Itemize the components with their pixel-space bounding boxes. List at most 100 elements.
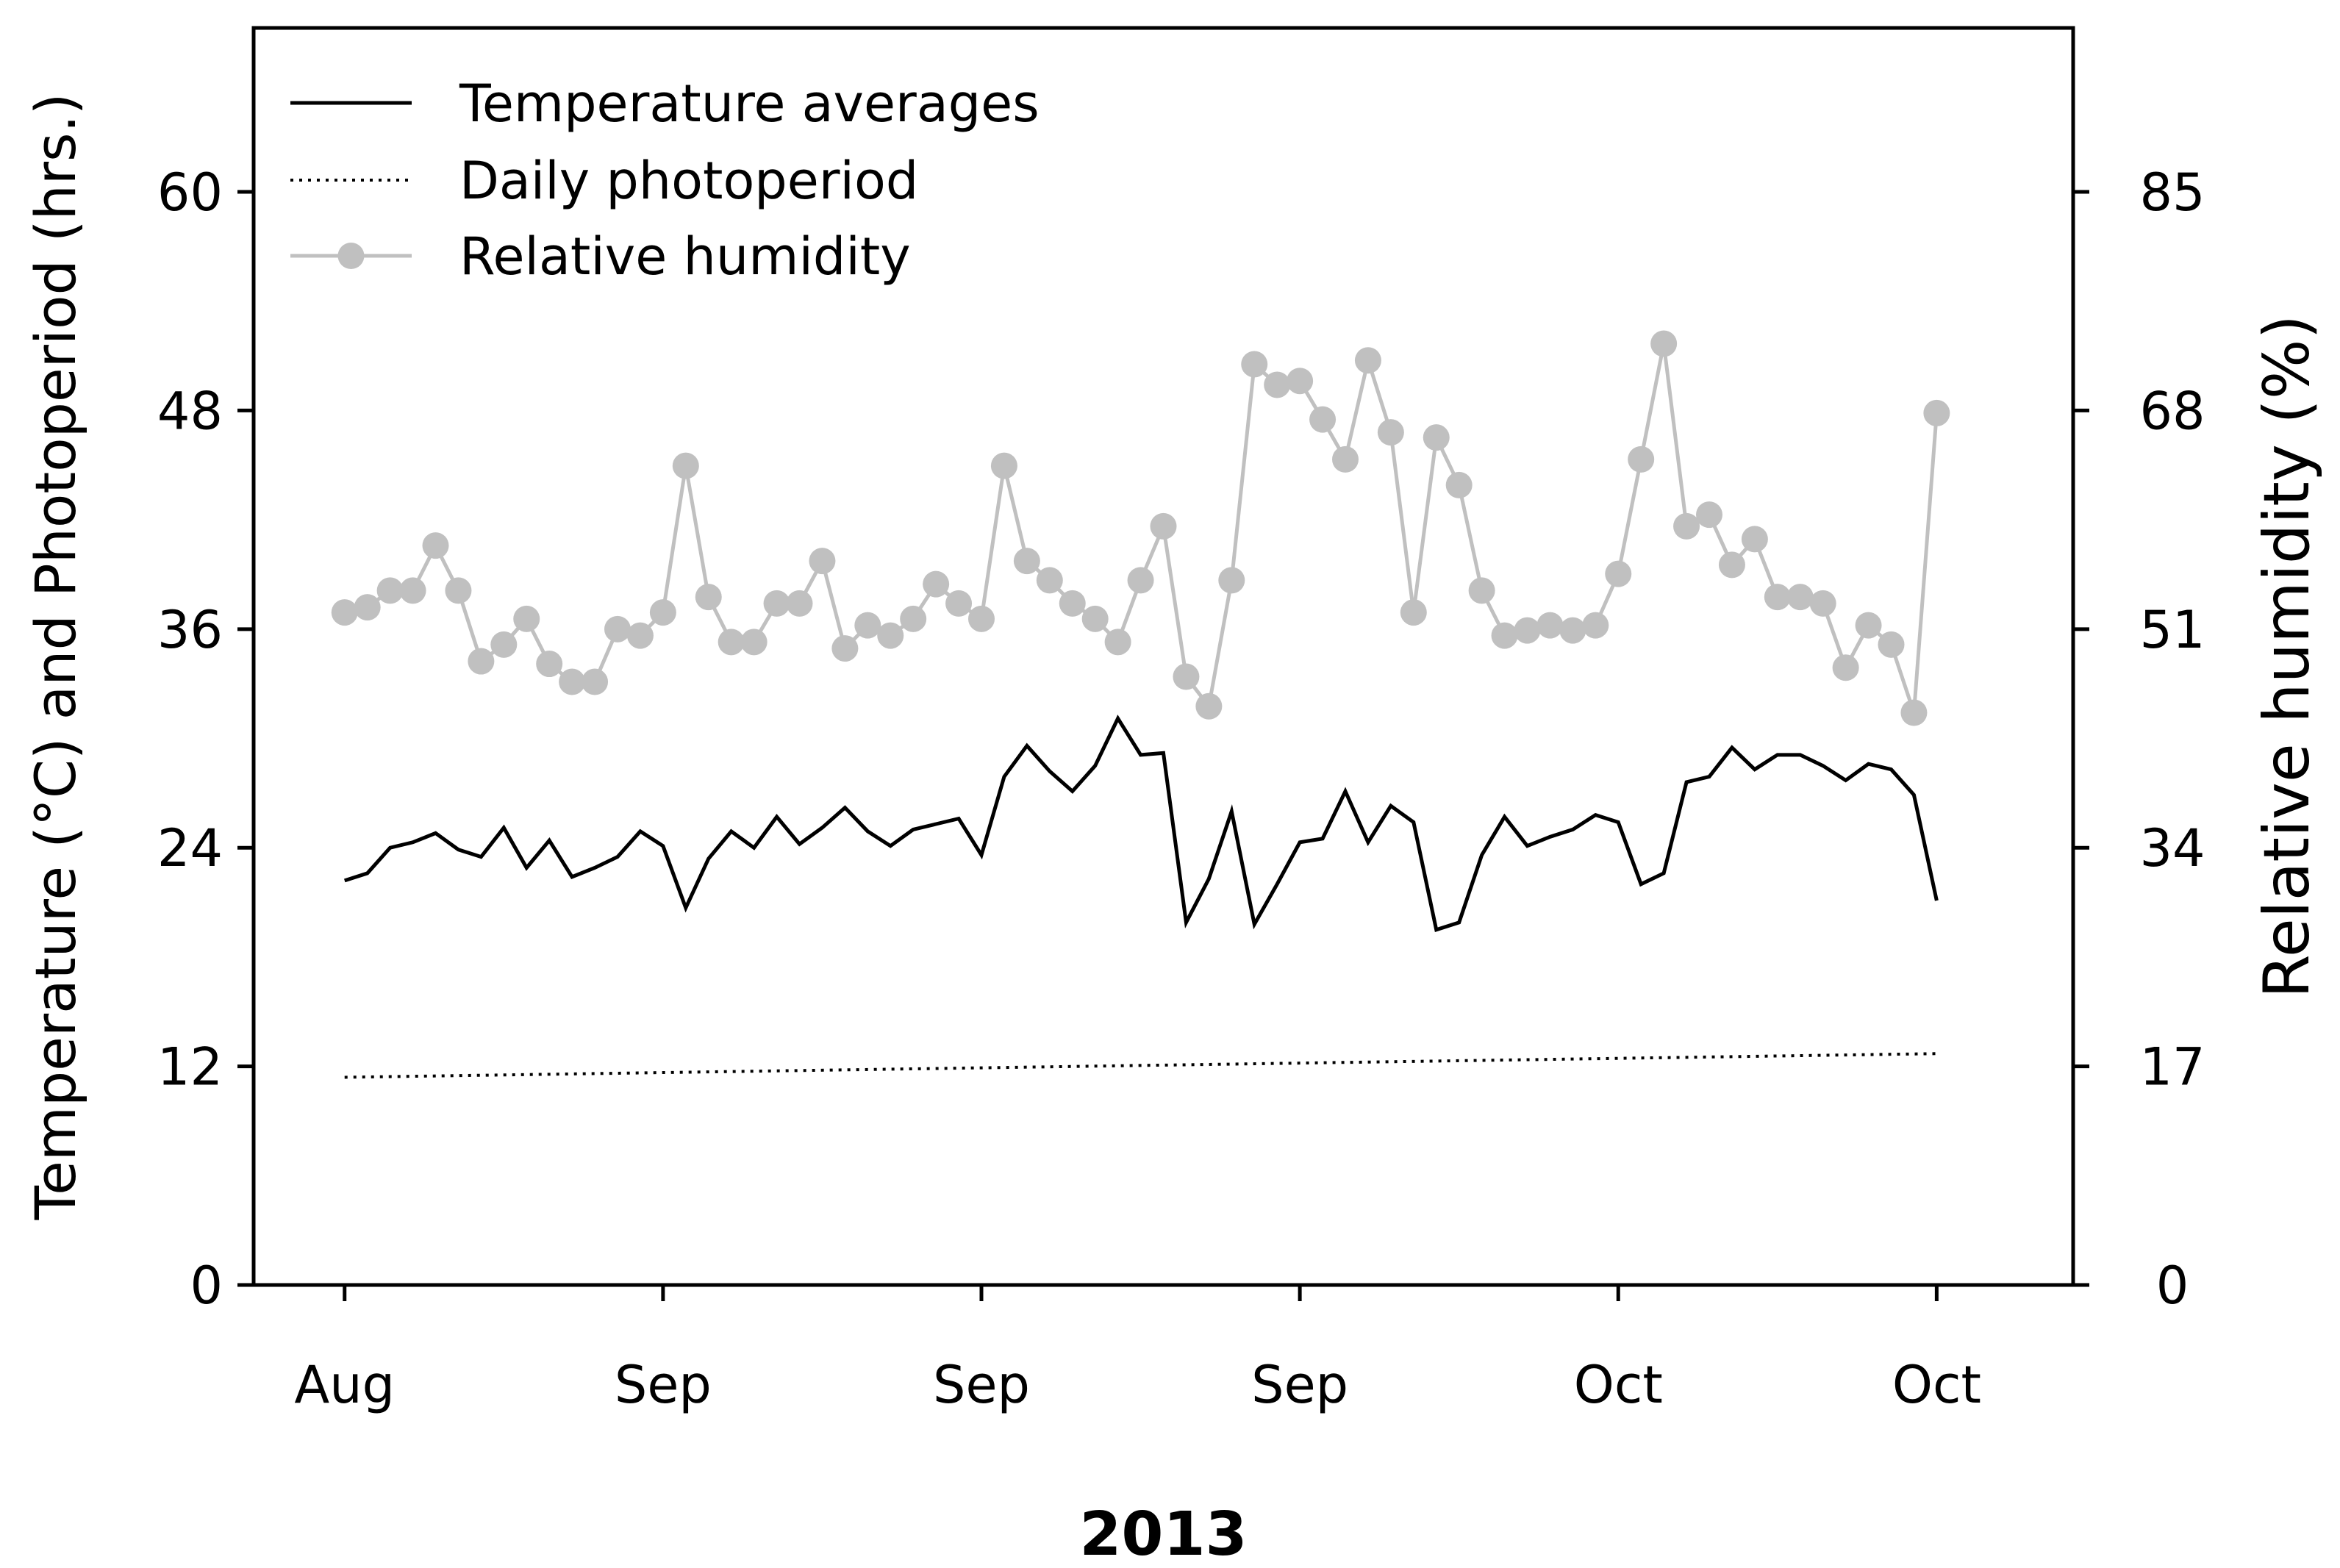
humidity-point — [1559, 617, 1586, 644]
y-right-tick-label: 17 — [2139, 1037, 2205, 1098]
humidity-point — [559, 668, 586, 695]
y-left-tick-label: 48 — [157, 381, 223, 441]
humidity-point — [1605, 560, 1632, 587]
humidity-point — [1309, 406, 1337, 433]
plot-frame — [251, 26, 2075, 1287]
humidity-point — [1332, 445, 1359, 473]
humidity-point — [763, 590, 790, 617]
humidity-point — [786, 590, 813, 617]
x-tick-label: Sep — [615, 1355, 712, 1415]
y-right-tick-label: 68 — [2139, 381, 2205, 441]
humidity-point — [490, 631, 518, 658]
humidity-point — [1764, 584, 1791, 611]
humidity-point — [1195, 692, 1223, 720]
humidity-point — [672, 452, 699, 479]
humidity-point — [809, 548, 836, 575]
humidity-point — [718, 629, 745, 656]
x-axis-title: 2013 — [1079, 1500, 1247, 1568]
humidity-point — [1536, 612, 1564, 639]
y-left-tick-label: 12 — [157, 1037, 223, 1098]
y-left-tick-label: 60 — [157, 162, 223, 223]
humidity-point — [1377, 419, 1404, 446]
humidity-point — [399, 577, 426, 604]
humidity-point — [1832, 654, 1859, 681]
humidity-point — [831, 635, 859, 662]
humidity-point — [1650, 330, 1678, 357]
x-tick-label: Aug — [294, 1355, 395, 1415]
series-layer — [331, 330, 1950, 1079]
humidity-point — [422, 532, 449, 559]
legend-label-humidity: Relative humidity — [459, 226, 911, 287]
humidity-point — [1218, 567, 1245, 594]
x-tick-label: Sep — [1251, 1355, 1348, 1415]
humidity-point — [1036, 567, 1063, 594]
humidity-point — [1150, 512, 1177, 540]
humidity-point — [468, 648, 495, 675]
legend-marker-humidity — [337, 243, 365, 269]
humidity-point — [1628, 445, 1655, 473]
humidity-point — [536, 651, 563, 678]
humidity-point — [1241, 351, 1268, 378]
humidity-point — [877, 622, 904, 649]
humidity-point — [1514, 617, 1541, 644]
y-left-tick-label: 0 — [190, 1256, 223, 1316]
humidity-point — [376, 577, 404, 604]
humidity-point — [354, 594, 381, 621]
y-right-tick-label: 34 — [2139, 818, 2205, 878]
x-tick-label: Oct — [1574, 1355, 1663, 1415]
y-right-tick-label: 85 — [2139, 162, 2205, 223]
humidity-point — [740, 629, 768, 656]
legend-label-temperature: Temperature averages — [459, 74, 1040, 134]
legend-label-photoperiod: Daily photoperiod — [459, 151, 918, 211]
humidity-point — [1264, 371, 1291, 398]
humidity-point — [649, 599, 676, 626]
humidity-point — [695, 584, 722, 611]
humidity-point — [945, 590, 973, 617]
humidity-point — [1900, 699, 1928, 726]
humidity-point — [331, 599, 358, 626]
humidity-point — [604, 615, 631, 642]
humidity-point — [1127, 567, 1154, 594]
humidity-point — [1696, 501, 1722, 529]
humidity-point — [513, 605, 540, 632]
humidity-point — [1718, 551, 1745, 579]
humidity-point — [1878, 631, 1905, 658]
humidity-point — [1173, 663, 1200, 690]
humidity-point — [1400, 599, 1427, 626]
humidity-point — [854, 612, 881, 639]
humidity-point — [1809, 590, 1836, 617]
humidity-point — [1468, 577, 1495, 604]
humidity-point — [1673, 512, 1700, 540]
y-left-tick-label: 36 — [157, 600, 223, 660]
humidity-point — [1287, 368, 1314, 395]
humidity-point — [445, 577, 472, 604]
humidity-point — [1786, 584, 1814, 611]
humidity-point — [1855, 612, 1882, 639]
humidity-point — [1491, 622, 1518, 649]
humidity-point — [990, 452, 1017, 479]
ticks-layer: 0 12 24 36 48 60 0 17 34 51 68 85 Aug Sep Sep Sep Oct Oct — [157, 162, 2205, 1415]
humidity-point — [1741, 526, 1768, 553]
humidity-point — [1445, 471, 1473, 498]
y-axis-right-title: Relative humidity (%) — [2250, 315, 2324, 998]
humidity-point — [968, 605, 995, 632]
photoperiod-line — [344, 1052, 1937, 1079]
humidity-point — [1923, 399, 1950, 426]
humidity-point — [1013, 548, 1040, 575]
humidity-point — [1081, 605, 1109, 632]
y-axis-left-title: Temperature (°C) and Photoperiod (hrs.) — [23, 93, 88, 1221]
y-left-tick-label: 24 — [157, 818, 223, 878]
temperature-line — [343, 715, 1939, 932]
humidity-point — [1423, 424, 1450, 451]
humidity-point — [1059, 590, 1086, 617]
x-tick-label: Sep — [933, 1355, 1030, 1415]
x-tick-label: Oct — [1892, 1355, 1981, 1415]
humidity-point — [1354, 347, 1381, 374]
y-right-tick-label: 51 — [2139, 600, 2205, 660]
humidity-point — [626, 622, 654, 649]
y-right-tick-label: 0 — [2156, 1256, 2189, 1316]
humidity-point — [1104, 629, 1131, 656]
legend: Temperature averages Daily photoperiod R… — [290, 74, 1040, 287]
